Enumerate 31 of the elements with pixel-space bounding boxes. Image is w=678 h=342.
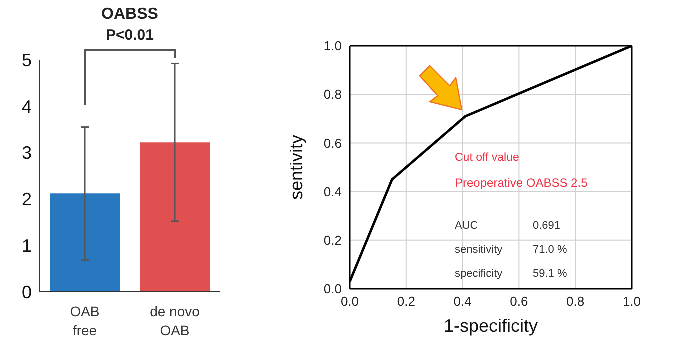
- y-tick-label: 2: [22, 190, 32, 210]
- x-tick-label: 0.0: [340, 294, 360, 310]
- y-tick-label: 0.8: [324, 87, 342, 102]
- y-tick-label: 0: [22, 282, 32, 302]
- annotation: AUC: [455, 220, 478, 232]
- y-tick-label: 1: [22, 236, 32, 256]
- x-tick-label: 0.2: [397, 294, 416, 310]
- y-tick-label: 0.0: [324, 282, 342, 297]
- y-tick-label: 1.0: [324, 38, 342, 54]
- annotation: sensitivity: [455, 244, 503, 256]
- annotation: Preoperative OABSS 2.5: [455, 176, 588, 190]
- x-tick-label: OAB free: [70, 304, 100, 338]
- text: P<0.01: [105, 27, 155, 44]
- y-tick-label: 0.4: [324, 184, 342, 200]
- x-tick-label: 0.4: [454, 294, 472, 310]
- x-tick-label: 0.6: [510, 294, 528, 310]
- annotation: 0.691: [533, 220, 561, 232]
- y-tick-label: 4: [22, 96, 32, 117]
- annotation: Cut off value: [455, 152, 520, 164]
- y-tick-label: 0.2: [324, 233, 342, 248]
- x-axis-title: 1-specificity: [444, 316, 538, 336]
- annotation: 71.0 %: [533, 244, 568, 256]
- y-tick-label: 5: [22, 50, 32, 70]
- chart-title: OABSS: [100, 6, 160, 24]
- annotation: specificity: [455, 268, 503, 280]
- x-tick-label: 1.0: [622, 294, 642, 310]
- y-tick-label: 0.6: [324, 136, 342, 151]
- x-tick-label: de novo OAB: [150, 304, 200, 338]
- y-tick-label: 3: [22, 143, 32, 164]
- x-tick-label: 0.8: [566, 294, 585, 310]
- annotation: 59.1 %: [533, 268, 568, 280]
